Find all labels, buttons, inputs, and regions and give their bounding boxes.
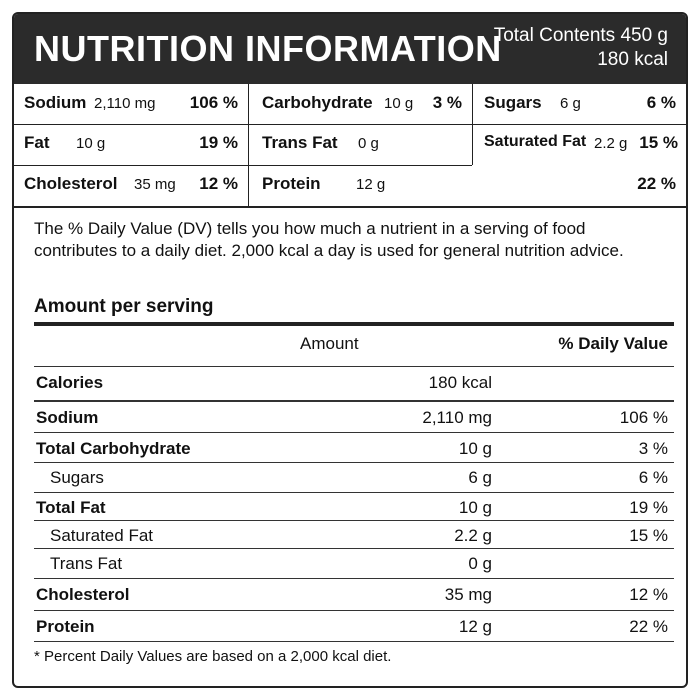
summary-fat: Fat 10 g 19 % <box>14 124 248 165</box>
amount-per-serving-heading: Amount per serving <box>34 296 214 317</box>
heading-rule <box>34 322 674 326</box>
table-row-total-fat: Total Fat 10 g 19 % <box>34 492 674 520</box>
row-name: Trans Fat <box>50 554 123 573</box>
row-name: Sugars <box>50 468 104 487</box>
table-row-sodium: Sodium 2,110 mg 106 % <box>34 400 674 432</box>
summary-divider-1 <box>14 124 686 125</box>
summary-cholesterol-pct: 12 % <box>199 174 238 193</box>
label-header: NUTRITION INFORMATION Total Contents 450… <box>14 14 686 84</box>
table-row-saturated-fat: Saturated Fat 2.2 g 15 % <box>34 520 674 548</box>
row-amount: 2,110 mg <box>422 408 492 427</box>
summary-saturated-fat-pct: 15 % <box>639 133 678 152</box>
row-amount: 35 mg <box>444 585 492 604</box>
summary-sodium-pct: 106 % <box>189 93 238 112</box>
table-row-trans-fat: Trans Fat 0 g <box>34 548 674 578</box>
row-dv: 12 % <box>629 585 668 604</box>
total-kcal: 180 kcal <box>597 49 668 70</box>
row-dv: 15 % <box>629 526 668 545</box>
row-name: Protein <box>36 617 95 636</box>
row-name: Saturated Fat <box>50 526 154 545</box>
summary-fat-name: Fat <box>24 133 50 152</box>
summary-protein-name: Protein <box>262 174 321 193</box>
summary-sugars-name: Sugars <box>484 93 542 112</box>
row-name: Calories <box>36 373 104 392</box>
row-dv: 3 % <box>638 439 668 458</box>
summary-carbohydrate-pct: 3 % <box>432 93 462 112</box>
row-name: Total Fat <box>36 498 106 517</box>
summary-protein-amount: 12 g <box>356 176 386 193</box>
summary-col-divider-1 <box>248 84 249 206</box>
summary-fat-pct: 19 % <box>199 133 238 152</box>
total-contents: Total Contents 450 g <box>493 25 668 46</box>
row-dv: 106 % <box>619 408 668 427</box>
row-amount: 180 kcal <box>428 373 492 392</box>
summary-col-divider-2 <box>472 84 473 165</box>
nutrition-label: NUTRITION INFORMATION Total Contents 450… <box>12 12 688 688</box>
summary-cholesterol-name: Cholesterol <box>24 174 118 193</box>
summary-cholesterol-amount: 35 mg <box>134 176 176 193</box>
summary-protein: Protein 12 g 22 % <box>248 165 686 206</box>
table-row-calories: Calories 180 kcal <box>34 366 674 396</box>
daily-value-explanation: The % Daily Value (DV) tells you how muc… <box>34 219 624 260</box>
col-header-amount: Amount <box>300 334 359 353</box>
summary-saturated-fat-name: Saturated Fat <box>484 133 587 150</box>
table-row-total-carbohydrate: Total Carbohydrate 10 g 3 % <box>34 432 674 462</box>
summary-sodium-amount: 2,110 mg <box>94 95 156 112</box>
summary-sugars-pct: 6 % <box>646 93 676 112</box>
row-dv: 6 % <box>638 468 668 487</box>
row-amount: 12 g <box>458 617 492 636</box>
row-name: Total Carbohydrate <box>36 439 191 458</box>
total-contents-block: Total Contents 450 g 180 kcal <box>494 24 668 72</box>
summary-cholesterol: Cholesterol 35 mg 12 % <box>14 165 248 206</box>
row-name: Cholesterol <box>36 585 130 604</box>
summary-sugars-amount: 6 g <box>560 95 581 112</box>
summary-saturated-fat: Saturated Fat 2.2 g 15 % <box>472 124 686 165</box>
table-row-protein: Protein 12 g 22 % <box>34 610 674 642</box>
summary-saturated-fat-amount: 2.2 g <box>594 135 628 152</box>
row-dv: 22 % <box>629 617 668 636</box>
summary-protein-pct: 22 % <box>637 174 676 193</box>
row-amount: 6 g <box>468 468 492 487</box>
row-amount: 10 g <box>458 498 492 517</box>
summary-fat-amount: 10 g <box>76 135 106 152</box>
table-row-sugars: Sugars 6 g 6 % <box>34 462 674 492</box>
summary-carbohydrate-name: Carbohydrate <box>262 93 373 112</box>
summary-trans-fat-name: Trans Fat <box>262 133 338 152</box>
row-amount: 0 g <box>468 554 492 573</box>
summary-sodium-name: Sodium <box>24 93 87 112</box>
summary-sodium: Sodium 2,110 mg 106 % <box>14 84 248 124</box>
row-name: Sodium <box>36 408 99 427</box>
footnote: * Percent Daily Values are based on a 2,… <box>34 648 392 665</box>
row-dv: 19 % <box>629 498 668 517</box>
col-header-daily-value: % Daily Value <box>558 334 668 353</box>
summary-trans-fat: Trans Fat 0 g <box>248 124 472 165</box>
summary-carbohydrate-amount: 10 g <box>384 95 414 112</box>
summary-divider-2 <box>14 165 472 166</box>
summary-trans-fat-amount: 0 g <box>358 135 379 152</box>
label-title: NUTRITION INFORMATION <box>34 28 502 69</box>
summary-sugars: Sugars 6 g 6 % <box>472 84 686 124</box>
row-amount: 10 g <box>458 439 492 458</box>
table-row-cholesterol: Cholesterol 35 mg 12 % <box>34 578 674 610</box>
row-amount: 2.2 g <box>454 526 492 545</box>
summary-carbohydrate: Carbohydrate 10 g 3 % <box>248 84 472 124</box>
nutrient-summary-grid: Sodium 2,110 mg 106 % Carbohydrate 10 g … <box>14 84 686 208</box>
